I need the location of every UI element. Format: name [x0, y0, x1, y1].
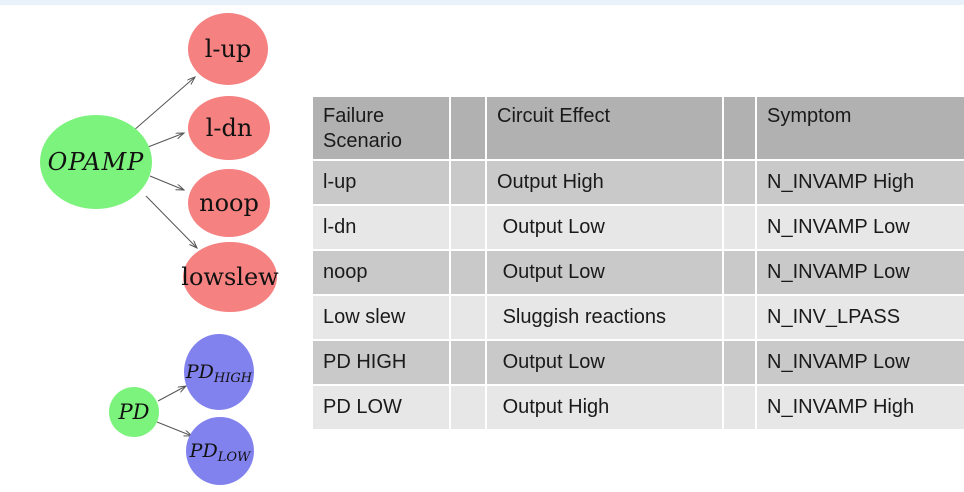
- edge-pd-pdhigh: [157, 386, 186, 402]
- row-spacer: [724, 161, 755, 204]
- row-spacer: [724, 296, 755, 339]
- cell-scenario: PD LOW: [313, 386, 449, 429]
- cell-effect: Sluggish reactions: [487, 296, 722, 339]
- node-noop: [188, 169, 270, 237]
- cell-symptom: N_INVAMP Low: [757, 341, 964, 384]
- row-spacer: [724, 341, 755, 384]
- cell-effect: Output Low: [487, 341, 722, 384]
- edge-pd-pdlow: [156, 421, 192, 436]
- fault-tree-diagram: OPAMP l-up l-dn noop lowslew PD PDHIGH P…: [40, 13, 279, 485]
- cell-symptom: N_INVAMP High: [757, 386, 964, 429]
- cell-scenario: Low slew: [313, 296, 449, 339]
- row-spacer: [451, 341, 485, 384]
- header-circuit-effect: Circuit Effect: [487, 97, 722, 159]
- header-spacer-1: [451, 97, 485, 159]
- cell-effect: Output High: [487, 161, 722, 204]
- node-pd-low-label: PDLOW: [189, 440, 252, 465]
- node-l-dn: [188, 96, 270, 160]
- header-symptom: Symptom: [757, 97, 964, 159]
- cell-scenario: noop: [313, 251, 449, 294]
- table-row: l-up Output High N_INVAMP High: [313, 161, 964, 204]
- cell-symptom: N_INVAMP Low: [757, 206, 964, 249]
- node-l-up: [188, 13, 268, 85]
- table-row: Low slew Sluggish reactions N_INV_LPASS: [313, 296, 964, 339]
- cell-effect: Output Low: [487, 251, 722, 294]
- table-row: PD LOW Output High N_INVAMP High: [313, 386, 964, 429]
- header-failure-scenario: Failure Scenario: [313, 97, 449, 159]
- cell-scenario: l-up: [313, 161, 449, 204]
- edge-opamp-noop: [149, 175, 184, 190]
- table-row: PD HIGH Output Low N_INVAMP Low: [313, 341, 964, 384]
- edge-opamp-ldn: [147, 133, 184, 148]
- row-spacer: [724, 206, 755, 249]
- row-spacer: [724, 251, 755, 294]
- node-pd-high: [184, 334, 254, 410]
- node-pd-low: [186, 417, 254, 485]
- failure-symptom-table: Failure Scenario Circuit Effect Symptom …: [311, 95, 964, 431]
- cell-symptom: N_INVAMP High: [757, 161, 964, 204]
- table-row: l-dn Output Low N_INVAMP Low: [313, 206, 964, 249]
- window-top-strip: [0, 0, 964, 5]
- node-l-dn-label: l-dn: [206, 114, 253, 142]
- row-spacer: [451, 251, 485, 294]
- edge-opamp-lup: [132, 77, 195, 132]
- cell-scenario: l-dn: [313, 206, 449, 249]
- node-lowslew: [183, 242, 277, 312]
- row-spacer: [724, 386, 755, 429]
- opamp-root-label: OPAMP: [48, 148, 145, 176]
- node-lowslew-label: lowslew: [181, 263, 279, 291]
- edge-opamp-lowslew: [145, 195, 197, 248]
- table-header-row: Failure Scenario Circuit Effect Symptom: [313, 97, 964, 159]
- row-spacer: [451, 386, 485, 429]
- node-pd-high-label: PDHIGH: [185, 361, 253, 386]
- node-l-up-label: l-up: [205, 35, 252, 63]
- table-row: noop Output Low N_INVAMP Low: [313, 251, 964, 294]
- row-spacer: [451, 296, 485, 339]
- header-spacer-2: [724, 97, 755, 159]
- node-noop-label: noop: [199, 189, 259, 217]
- cell-symptom: N_INV_LPASS: [757, 296, 964, 339]
- cell-effect: Output Low: [487, 206, 722, 249]
- cell-scenario: PD HIGH: [313, 341, 449, 384]
- pd-root-node: [109, 387, 159, 437]
- cell-symptom: N_INVAMP Low: [757, 251, 964, 294]
- row-spacer: [451, 161, 485, 204]
- opamp-root-node: [40, 115, 152, 209]
- row-spacer: [451, 206, 485, 249]
- cell-effect: Output High: [487, 386, 722, 429]
- pd-root-label: PD: [118, 400, 150, 424]
